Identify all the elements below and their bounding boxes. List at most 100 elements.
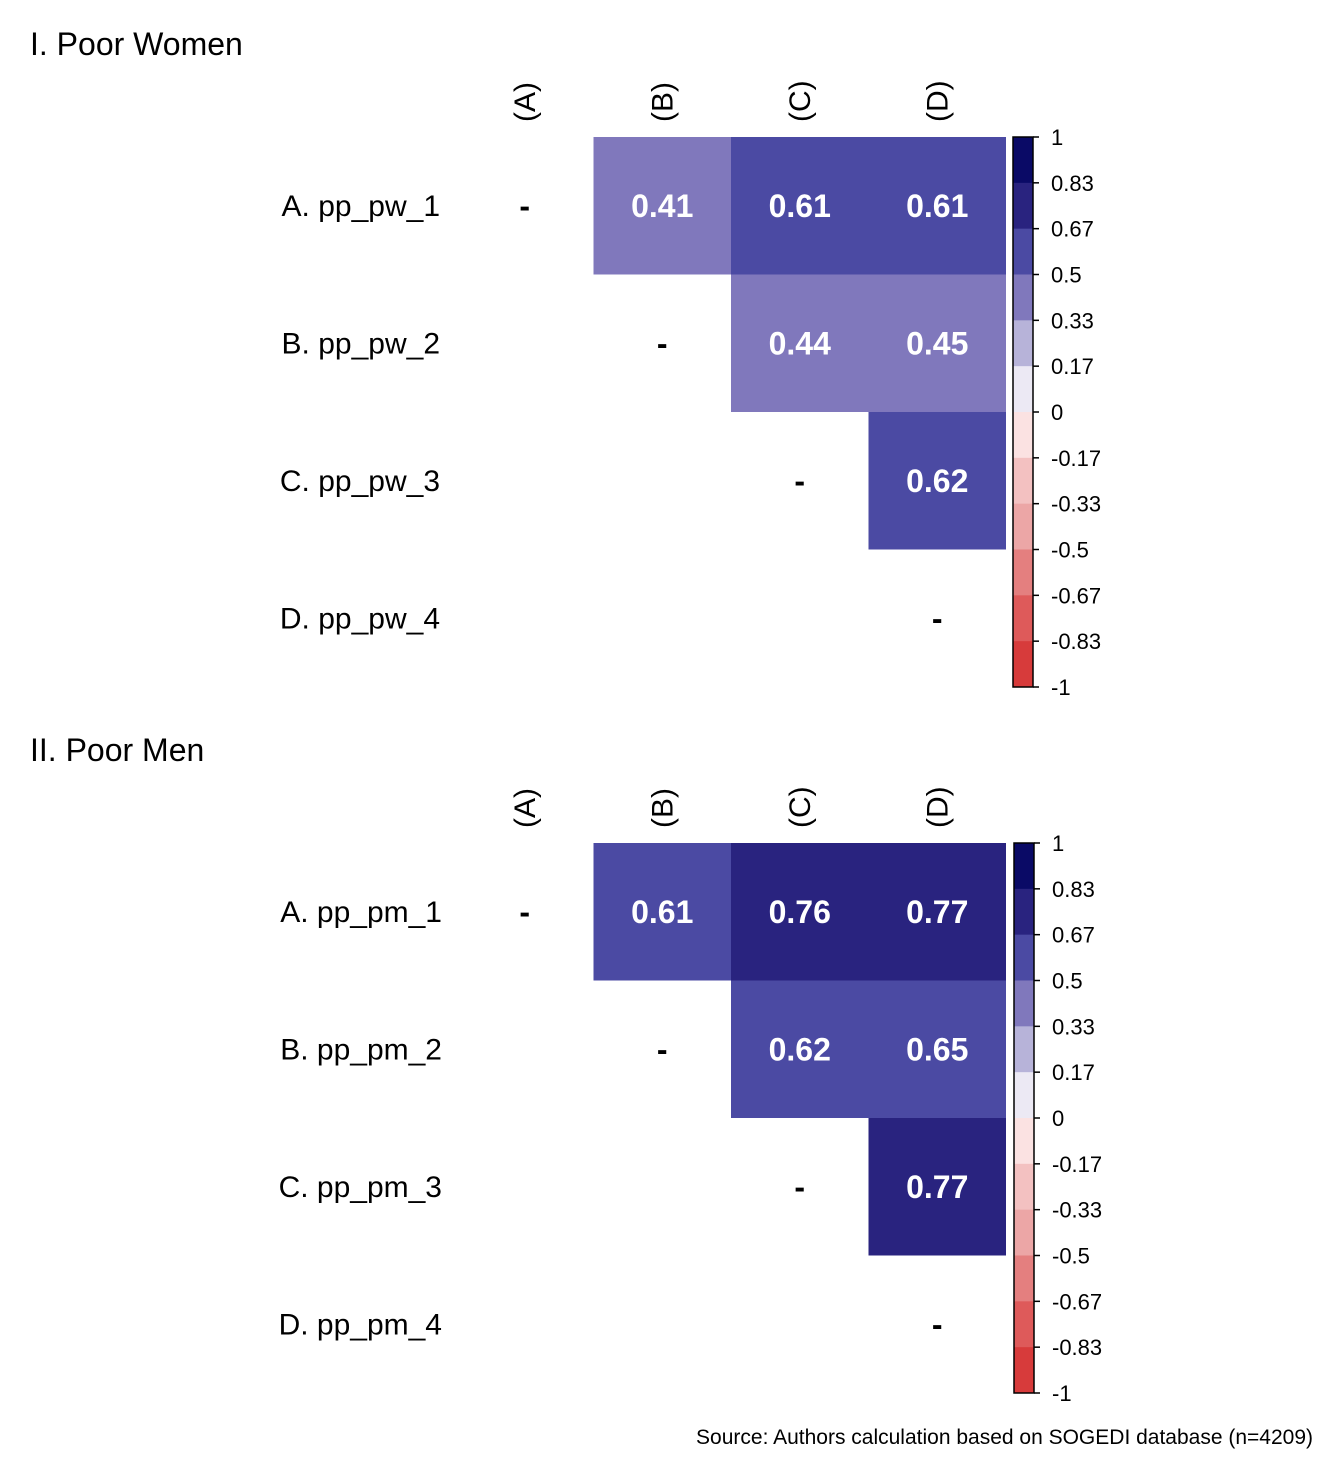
legend-tick-label: -0.83 bbox=[1052, 1335, 1102, 1360]
legend-tick-label: -0.17 bbox=[1051, 446, 1101, 471]
diagonal-marker: - bbox=[932, 1306, 943, 1342]
diagonal-marker: - bbox=[794, 1169, 805, 1205]
row-label: C. pp_pm_3 bbox=[279, 1171, 442, 1204]
legend-tick-label: -1 bbox=[1052, 1381, 1072, 1406]
legend-tick-label: 0.33 bbox=[1051, 308, 1094, 333]
legend-color-band bbox=[1013, 137, 1033, 184]
heatmap-cell bbox=[868, 1118, 1006, 1256]
legend-tick-label: 0.67 bbox=[1052, 923, 1095, 948]
panel-title: II. Poor Men bbox=[30, 732, 204, 768]
column-label: (B) bbox=[646, 788, 679, 828]
legend-color-band bbox=[1014, 1072, 1034, 1119]
legend-color-band bbox=[1013, 274, 1033, 321]
legend-tick-label: 1 bbox=[1052, 831, 1064, 856]
cell-value-label: 0.61 bbox=[631, 894, 693, 930]
heatmap-cell bbox=[868, 137, 1006, 275]
legend-color-band bbox=[1013, 228, 1033, 275]
legend-color-band bbox=[1014, 888, 1034, 936]
legend-color-band bbox=[1013, 412, 1033, 459]
legend-tick-label: -0.33 bbox=[1051, 492, 1101, 517]
column-label: (A) bbox=[509, 788, 542, 828]
legend-tick-label: -0.67 bbox=[1051, 583, 1101, 608]
legend-color-band bbox=[1014, 1163, 1034, 1211]
legend-tick-label: 0.83 bbox=[1052, 877, 1095, 902]
column-label: (D) bbox=[921, 80, 954, 122]
cell-value-label: 0.61 bbox=[769, 188, 831, 224]
cell-value-label: 0.77 bbox=[906, 894, 968, 930]
legend-tick-label: 0 bbox=[1051, 400, 1063, 425]
legend-tick-label: 0.5 bbox=[1051, 263, 1082, 288]
legend-color-band bbox=[1013, 503, 1033, 550]
cell-value-label: 0.41 bbox=[631, 188, 693, 224]
legend-color-band bbox=[1013, 457, 1033, 505]
heatmap-cell bbox=[731, 137, 869, 275]
diagonal-marker: - bbox=[519, 188, 530, 224]
legend-tick-label: 0.83 bbox=[1051, 171, 1094, 196]
legend-tick-label: -1 bbox=[1051, 675, 1071, 700]
row-label: C. pp_pw_3 bbox=[280, 465, 440, 498]
legend-color-band bbox=[1014, 934, 1034, 981]
legend-color-band bbox=[1013, 182, 1033, 230]
legend-tick-label: -0.33 bbox=[1052, 1198, 1102, 1223]
cell-value-label: 0.76 bbox=[769, 894, 831, 930]
cell-value-label: 0.61 bbox=[906, 188, 968, 224]
legend-tick-label: -0.17 bbox=[1052, 1152, 1102, 1177]
row-label: A. pp_pw_1 bbox=[282, 190, 440, 223]
cell-value-label: 0.65 bbox=[906, 1031, 968, 1067]
heatmap-cell bbox=[868, 980, 1006, 1118]
heatmap-cell bbox=[593, 137, 731, 275]
legend-color-band bbox=[1014, 843, 1034, 890]
heatmap-cell bbox=[868, 412, 1006, 550]
legend-tick-label: 0.67 bbox=[1051, 217, 1094, 242]
diagonal-marker: - bbox=[657, 325, 668, 361]
legend-tick-label: 0.5 bbox=[1052, 969, 1083, 994]
column-label: (D) bbox=[921, 786, 954, 828]
heatmap-cell bbox=[593, 843, 731, 981]
diagonal-marker: - bbox=[794, 463, 805, 499]
heatmap-cell bbox=[868, 843, 1006, 981]
column-label: (A) bbox=[509, 82, 542, 122]
row-label: A. pp_pm_1 bbox=[280, 896, 442, 929]
column-label: (C) bbox=[784, 786, 817, 828]
cell-value-label: 0.62 bbox=[769, 1031, 831, 1067]
row-label: D. pp_pm_4 bbox=[279, 1308, 442, 1341]
legend-color-band bbox=[1014, 1026, 1034, 1073]
diagonal-marker: - bbox=[657, 1031, 668, 1067]
legend-tick-label: 0.17 bbox=[1052, 1060, 1095, 1085]
legend-color-band bbox=[1013, 320, 1033, 367]
heatmap-cell bbox=[731, 980, 869, 1118]
cell-value-label: 0.77 bbox=[906, 1169, 968, 1205]
row-label: B. pp_pw_2 bbox=[282, 327, 440, 360]
heatmap-cell bbox=[868, 274, 1006, 412]
legend-color-band bbox=[1014, 1209, 1034, 1256]
legend-color-band bbox=[1014, 1255, 1034, 1302]
legend-tick-label: -0.83 bbox=[1051, 629, 1101, 654]
legend-color-band bbox=[1014, 1347, 1034, 1394]
legend-color-band bbox=[1013, 595, 1033, 642]
legend-tick-label: 0.17 bbox=[1051, 354, 1094, 379]
legend-tick-label: 0.33 bbox=[1052, 1014, 1095, 1039]
legend-tick-label: -0.5 bbox=[1051, 538, 1089, 563]
heatmap-cell bbox=[731, 843, 869, 981]
cell-value-label: 0.62 bbox=[906, 463, 968, 499]
row-label: B. pp_pm_2 bbox=[280, 1033, 442, 1066]
diagonal-marker: - bbox=[932, 600, 943, 636]
legend-tick-label: -0.67 bbox=[1052, 1289, 1102, 1314]
legend-color-band bbox=[1014, 980, 1034, 1027]
panel-title: I. Poor Women bbox=[30, 26, 243, 62]
cell-value-label: 0.44 bbox=[769, 325, 831, 361]
legend-color-band bbox=[1013, 641, 1033, 688]
legend-tick-label: 1 bbox=[1051, 125, 1063, 150]
cell-value-label: 0.45 bbox=[906, 325, 968, 361]
legend-color-band bbox=[1014, 1301, 1034, 1348]
legend-tick-label: 0 bbox=[1052, 1106, 1064, 1131]
diagonal-marker: - bbox=[519, 894, 530, 930]
column-label: (B) bbox=[646, 82, 679, 122]
source-note: Source: Authors calculation based on SOG… bbox=[696, 1426, 1313, 1449]
legend-color-band bbox=[1013, 549, 1033, 596]
legend-tick-label: -0.5 bbox=[1052, 1244, 1090, 1269]
legend-color-band bbox=[1014, 1118, 1034, 1165]
heatmap-cell bbox=[731, 274, 869, 412]
column-label: (C) bbox=[784, 80, 817, 122]
